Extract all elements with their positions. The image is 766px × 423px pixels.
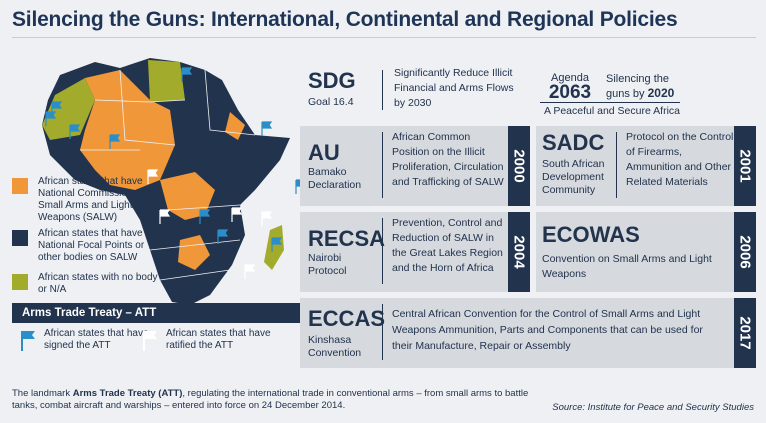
sdg-subtitle: Goal 16.4 xyxy=(308,96,354,108)
au-subtitle: Bamako Declaration xyxy=(308,166,362,191)
sdg-description: Significantly Reduce Illicit Financial a… xyxy=(394,67,514,109)
source-credit: Source: Institute for Peace and Security… xyxy=(552,402,754,413)
agenda-year: 2063 xyxy=(548,82,592,103)
legend-label: African states that have National Commis… xyxy=(38,176,152,223)
sadc-title: SADC xyxy=(542,130,605,155)
sdg-title: SDG xyxy=(308,68,356,93)
recsa-year: 2004 xyxy=(510,235,528,269)
ecowas-title: ECOWAS xyxy=(542,222,640,247)
au-year: 2000 xyxy=(510,149,528,183)
eccas-title: ECCAS xyxy=(308,306,386,331)
au-title: AU xyxy=(308,140,340,165)
ecowas-panel: ECOWAS Convention on Small Arms and Ligh… xyxy=(536,212,756,292)
footer-text-post: , regulating the international trade in … xyxy=(12,388,529,411)
flag-icon xyxy=(109,134,121,149)
footer-text-pre: The landmark xyxy=(12,388,73,399)
sadc-year: 2001 xyxy=(736,149,754,183)
sdg-panel: SDG Goal 16.4 Significantly Reduce Illic… xyxy=(300,60,530,120)
agenda-footer: A Peaceful and Secure Africa xyxy=(544,105,681,117)
page-title: Silencing the Guns: International, Conti… xyxy=(12,8,678,31)
agenda-2063: Agenda 2063 Silencing the guns by 2020 A… xyxy=(540,72,740,122)
footer-text-bold: Arms Trade Treaty (ATT) xyxy=(72,388,183,399)
recsa-year-tab: 2004 xyxy=(508,212,530,292)
sadc-subtitle: South African Development Community xyxy=(542,158,605,196)
sadc-description: Protocol on the Control of Firearms, Amm… xyxy=(626,131,734,188)
ecowas-description: Convention on Small Arms and Light Weapo… xyxy=(542,253,712,280)
flag-icon xyxy=(217,229,229,244)
legend-swatch xyxy=(12,178,28,194)
agenda-label: Agenda xyxy=(551,72,589,84)
flag-icon xyxy=(244,264,256,279)
sadc-panel: SADC South African Development Community… xyxy=(536,126,756,206)
flag-icon xyxy=(159,209,171,224)
title-divider xyxy=(12,37,756,38)
au-description: African Common Position on the Illicit P… xyxy=(392,131,504,188)
flag-icon xyxy=(261,211,273,226)
white-flag-icon xyxy=(143,331,157,351)
flag-icon xyxy=(181,67,193,82)
flag-icon xyxy=(271,237,283,252)
flag-icon xyxy=(45,111,57,126)
legend-label: African states that have National Focal … xyxy=(38,228,145,263)
sadc-year-tab: 2001 xyxy=(734,126,756,206)
flag-icon xyxy=(147,169,159,184)
legend-swatch xyxy=(12,230,28,246)
att-legend: Arms Trade Treaty – ATT African states t… xyxy=(12,303,302,367)
ecowas-year-tab: 2006 xyxy=(734,212,756,292)
olive-region-west xyxy=(42,78,95,140)
ratified-flags xyxy=(147,169,273,279)
footer-note: The landmark Arms Trade Treaty (ATT), re… xyxy=(12,388,532,412)
recsa-panel: RECSA Nairobi Protocol Prevention, Contr… xyxy=(300,212,530,292)
agenda-target-year: 2020 xyxy=(647,86,675,100)
au-panel: AU Bamako Declaration African Common Pos… xyxy=(300,126,530,206)
flag-icon xyxy=(199,209,211,224)
legend-swatch xyxy=(12,274,28,290)
eccas-year-tab: 2017 xyxy=(734,298,756,368)
att-signed-label: African states that have signed the ATT xyxy=(44,328,149,351)
att-ratified-label: African states that have ratified the AT… xyxy=(166,328,271,351)
africa-map xyxy=(42,58,307,305)
eccas-subtitle: Kinshasa Convention xyxy=(308,334,362,359)
olive-region-north xyxy=(148,60,185,102)
att-header: Arms Trade Treaty – ATT xyxy=(12,303,302,323)
agenda-tagline-1: Silencing the xyxy=(606,73,669,85)
ecowas-year: 2006 xyxy=(736,235,754,269)
flag-icon xyxy=(69,124,81,139)
blue-flag-icon xyxy=(21,331,35,351)
eccas-panel: ECCAS Kinshasa Convention Central Africa… xyxy=(300,298,756,368)
au-year-tab: 2000 xyxy=(508,126,530,206)
recsa-description: Prevention, Control and Reduction of SAL… xyxy=(392,217,503,274)
flag-icon xyxy=(261,121,273,136)
orange-region-south xyxy=(178,235,210,270)
recsa-subtitle: Nairobi Protocol xyxy=(308,252,347,277)
eccas-year: 2017 xyxy=(736,316,754,350)
eccas-description: Central African Convention for the Contr… xyxy=(392,308,703,352)
madagascar xyxy=(264,225,284,270)
agenda-tagline-2: guns by xyxy=(606,88,645,100)
legend-label: African states with no body or N/A xyxy=(38,272,158,295)
recsa-title: RECSA xyxy=(308,226,386,251)
flag-icon xyxy=(231,207,243,222)
